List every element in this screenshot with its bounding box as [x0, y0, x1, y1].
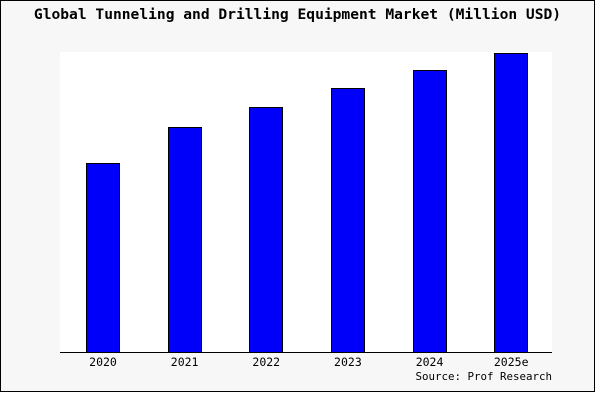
- plot-area: [60, 52, 552, 353]
- x-tick-label-2020: 2020: [89, 355, 117, 369]
- bar-2023: [330, 87, 365, 352]
- chart-panel: Global Tunneling and Drilling Equipment …: [0, 0, 595, 392]
- bar-2022: [249, 106, 284, 352]
- bar-2025e: [494, 53, 529, 352]
- x-tick-label-2022: 2022: [252, 355, 281, 369]
- x-tick-label-2021: 2021: [170, 355, 199, 369]
- x-tick-label-2025e: 2025e: [493, 355, 529, 369]
- chart-title: Global Tunneling and Drilling Equipment …: [33, 6, 562, 23]
- bar-2021: [167, 126, 202, 352]
- bar-2024: [412, 70, 447, 352]
- source-caption: Source: Prof Research: [415, 370, 552, 383]
- x-tick-label-2024: 2024: [415, 355, 444, 369]
- x-tick-label-2023: 2023: [334, 355, 362, 369]
- bar-2020: [86, 163, 120, 352]
